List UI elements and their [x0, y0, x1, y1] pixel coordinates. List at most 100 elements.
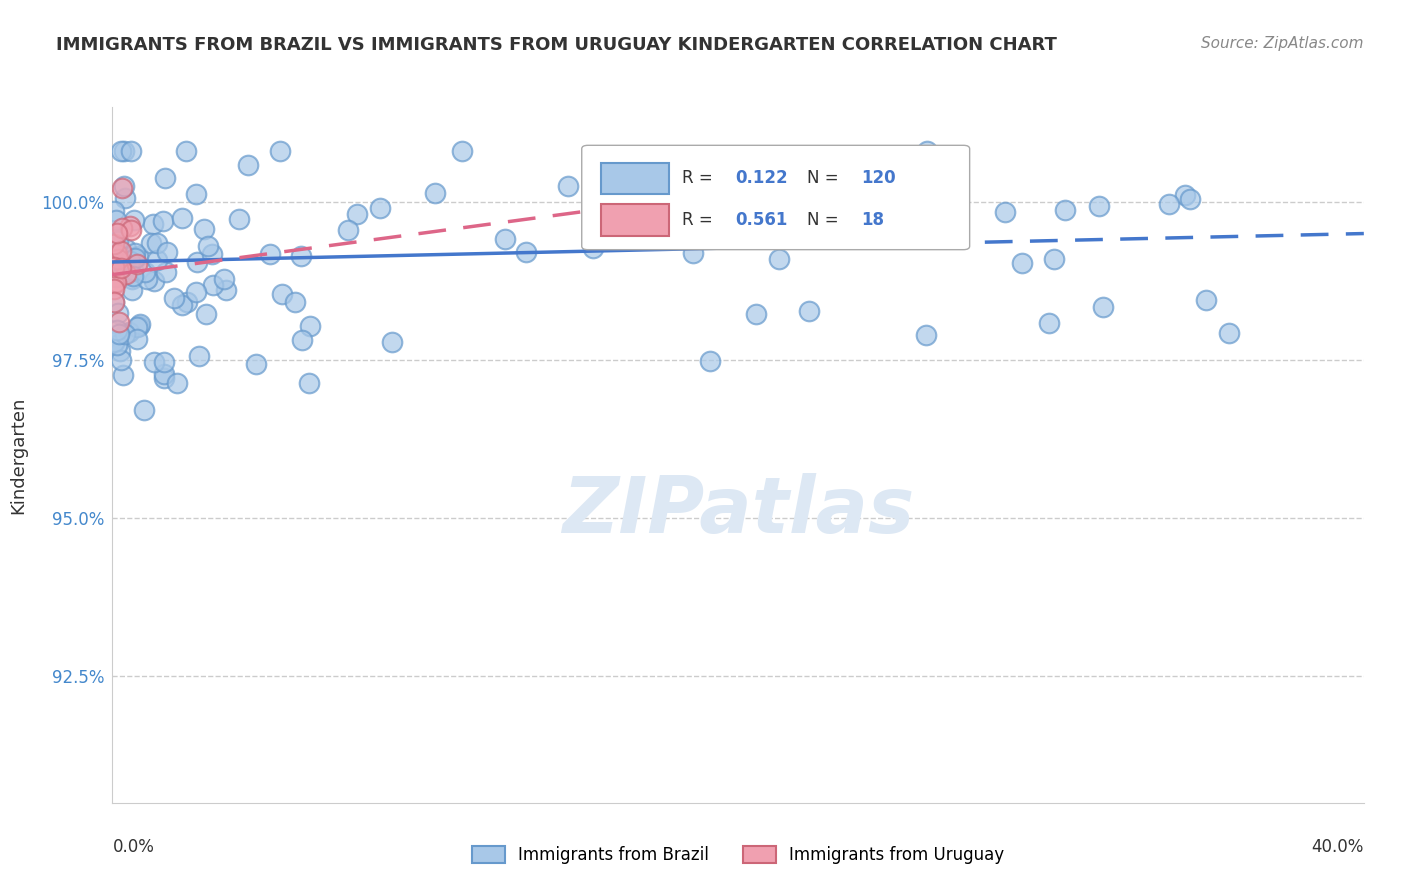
Point	[121, 284, 143, 298]
Point	[111, 221, 134, 235]
Point	[291, 333, 314, 347]
Text: 0.561: 0.561	[735, 211, 787, 228]
Point	[337, 223, 360, 237]
Point	[425, 186, 447, 200]
Point	[135, 272, 157, 286]
Point	[593, 152, 616, 166]
Point	[122, 263, 145, 277]
Text: 18: 18	[860, 211, 884, 228]
Point	[582, 241, 605, 255]
Point	[170, 211, 193, 226]
Point	[156, 245, 179, 260]
Point	[214, 272, 236, 286]
Point	[103, 236, 125, 251]
Point	[1092, 300, 1115, 314]
FancyBboxPatch shape	[600, 204, 669, 235]
Point	[122, 213, 145, 227]
Point	[1174, 188, 1197, 202]
Y-axis label: Kindergarten: Kindergarten	[10, 396, 27, 514]
Point	[128, 318, 150, 333]
Point	[284, 295, 307, 310]
Point	[298, 319, 321, 334]
Point	[197, 238, 219, 252]
Point	[110, 244, 132, 258]
Point	[153, 368, 176, 382]
Point	[682, 245, 704, 260]
Point	[107, 235, 129, 249]
Point	[120, 223, 142, 237]
Point	[145, 236, 167, 251]
Point	[114, 191, 136, 205]
Point	[114, 268, 136, 282]
Point	[152, 214, 174, 228]
Point	[103, 203, 125, 218]
Point	[121, 272, 143, 286]
Point	[146, 253, 169, 268]
Point	[259, 247, 281, 261]
Point	[142, 355, 165, 369]
Point	[911, 205, 934, 219]
Text: ZIPatlas: ZIPatlas	[562, 473, 914, 549]
Point	[103, 260, 125, 275]
Point	[215, 283, 238, 297]
Point	[110, 260, 132, 275]
Text: IMMIGRANTS FROM BRAZIL VS IMMIGRANTS FROM URUGUAY KINDERGARTEN CORRELATION CHART: IMMIGRANTS FROM BRAZIL VS IMMIGRANTS FRO…	[56, 36, 1057, 54]
Point	[142, 217, 165, 231]
Point	[814, 166, 837, 180]
Point	[1180, 192, 1202, 206]
Point	[797, 304, 820, 318]
Point	[174, 145, 197, 159]
Text: 120: 120	[860, 169, 896, 187]
Point	[111, 368, 134, 382]
Point	[107, 305, 129, 319]
Point	[122, 269, 145, 284]
Point	[184, 187, 207, 202]
Point	[381, 335, 404, 350]
Point	[105, 338, 128, 352]
Point	[114, 327, 136, 342]
Point	[103, 277, 125, 292]
Text: Source: ZipAtlas.com: Source: ZipAtlas.com	[1201, 36, 1364, 51]
Point	[104, 334, 127, 348]
Point	[193, 222, 215, 236]
Point	[515, 245, 537, 260]
Point	[1011, 256, 1033, 270]
Point	[915, 327, 938, 342]
Point	[450, 145, 472, 159]
Point	[105, 276, 128, 290]
Point	[122, 252, 145, 267]
Point	[127, 319, 149, 334]
Point	[134, 403, 156, 417]
Point	[176, 295, 198, 310]
Point	[107, 252, 129, 266]
FancyBboxPatch shape	[600, 162, 669, 194]
Point	[127, 249, 149, 263]
Point	[1195, 293, 1218, 307]
Point	[134, 265, 156, 279]
Point	[245, 358, 267, 372]
Point	[111, 252, 134, 267]
Point	[103, 282, 125, 296]
Point	[188, 349, 211, 363]
Point	[368, 202, 391, 216]
Point	[236, 158, 259, 172]
Point	[139, 236, 162, 251]
Point	[745, 307, 768, 321]
Point	[557, 178, 579, 193]
Point	[105, 213, 128, 227]
Point	[110, 145, 132, 159]
Text: 40.0%: 40.0%	[1312, 838, 1364, 856]
Point	[1157, 196, 1180, 211]
Point	[201, 247, 224, 261]
Point	[111, 250, 134, 264]
Point	[1218, 326, 1240, 340]
Point	[143, 275, 166, 289]
Text: 0.122: 0.122	[735, 169, 789, 187]
Point	[120, 254, 142, 268]
Point	[112, 258, 135, 272]
Point	[166, 376, 188, 391]
Point	[186, 255, 208, 269]
Point	[699, 354, 721, 368]
Text: R =: R =	[682, 211, 718, 228]
Point	[494, 232, 516, 246]
